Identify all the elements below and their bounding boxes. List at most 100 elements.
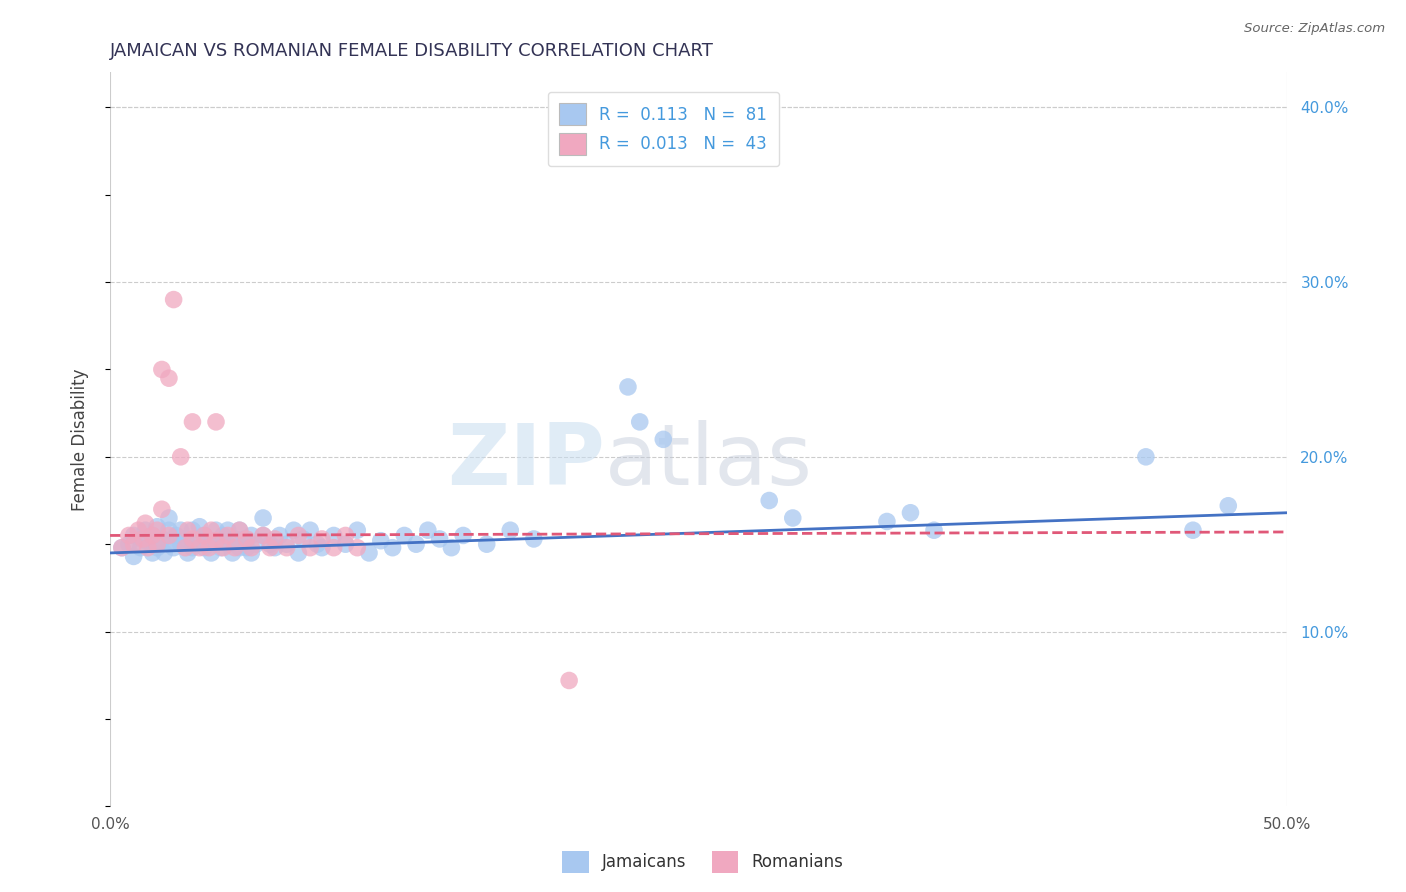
Point <box>221 546 243 560</box>
Point <box>263 541 285 555</box>
Point <box>157 537 180 551</box>
Point <box>193 528 215 542</box>
Point <box>186 532 208 546</box>
Point <box>181 523 204 537</box>
Point <box>475 537 498 551</box>
Point <box>1181 523 1204 537</box>
Point <box>118 528 141 542</box>
Point <box>129 541 152 555</box>
Point <box>381 541 404 555</box>
Point <box>212 541 235 555</box>
Point <box>240 546 263 560</box>
Point <box>157 511 180 525</box>
Point <box>287 528 309 542</box>
Point <box>269 528 291 542</box>
Point <box>170 523 193 537</box>
Point <box>146 537 169 551</box>
Point <box>150 362 173 376</box>
Point <box>205 415 228 429</box>
Point <box>370 533 392 548</box>
Point <box>150 502 173 516</box>
Point <box>259 541 281 555</box>
Point <box>429 532 451 546</box>
Point <box>111 541 134 555</box>
Point <box>322 528 344 542</box>
Point <box>499 523 522 537</box>
Point <box>276 541 298 555</box>
Point <box>311 541 333 555</box>
Point <box>118 537 141 551</box>
Text: atlas: atlas <box>605 420 813 503</box>
Point <box>782 511 804 525</box>
Point <box>263 532 285 546</box>
Point <box>193 541 215 555</box>
Point <box>134 533 156 548</box>
Point <box>224 532 246 546</box>
Point <box>287 546 309 560</box>
Point <box>127 523 149 537</box>
Point <box>157 523 180 537</box>
Point <box>209 541 232 555</box>
Point <box>259 537 281 551</box>
Point <box>198 541 221 555</box>
Point <box>122 528 145 542</box>
Point <box>170 450 193 464</box>
Point <box>146 523 169 537</box>
Point <box>141 546 163 560</box>
Point <box>217 523 239 537</box>
Point <box>188 541 211 555</box>
Point <box>150 532 173 546</box>
Point <box>240 528 263 542</box>
Point <box>134 523 156 537</box>
Point <box>153 546 176 560</box>
Y-axis label: Female Disability: Female Disability <box>72 368 89 510</box>
Point <box>299 523 322 537</box>
Point <box>157 528 180 542</box>
Point <box>181 541 204 555</box>
Point <box>141 528 163 542</box>
Point <box>162 293 184 307</box>
Point <box>440 541 463 555</box>
Point <box>205 533 228 548</box>
Point <box>141 528 163 542</box>
Point <box>177 546 200 560</box>
Point <box>245 537 267 551</box>
Point <box>235 541 257 555</box>
Point <box>1218 499 1240 513</box>
Point <box>165 528 187 542</box>
Point <box>335 528 357 542</box>
Text: Source: ZipAtlas.com: Source: ZipAtlas.com <box>1244 22 1385 36</box>
Legend: R =  0.113   N =  81, R =  0.013   N =  43: R = 0.113 N = 81, R = 0.013 N = 43 <box>548 92 779 166</box>
Point <box>188 519 211 533</box>
Point <box>146 519 169 533</box>
Point <box>157 371 180 385</box>
Point <box>235 532 257 546</box>
Point <box>205 523 228 537</box>
Point <box>558 673 581 688</box>
Point <box>322 541 344 555</box>
Point <box>200 523 222 537</box>
Point <box>628 415 651 429</box>
Point <box>311 532 333 546</box>
Point <box>523 532 546 546</box>
Point <box>652 433 675 447</box>
Point <box>252 528 274 542</box>
Point <box>876 515 898 529</box>
Point <box>170 537 193 551</box>
Point <box>252 511 274 525</box>
Point <box>405 537 427 551</box>
Point <box>346 541 368 555</box>
Point <box>174 532 197 546</box>
Point <box>283 523 305 537</box>
Point <box>451 528 474 542</box>
Point <box>134 516 156 531</box>
Point <box>394 528 416 542</box>
Point <box>617 380 640 394</box>
Point <box>276 537 298 551</box>
Point <box>174 541 197 555</box>
Text: JAMAICAN VS ROMANIAN FEMALE DISABILITY CORRELATION CHART: JAMAICAN VS ROMANIAN FEMALE DISABILITY C… <box>110 42 714 60</box>
Point <box>357 546 380 560</box>
Point <box>205 533 228 548</box>
Point <box>146 541 169 555</box>
Point <box>200 546 222 560</box>
